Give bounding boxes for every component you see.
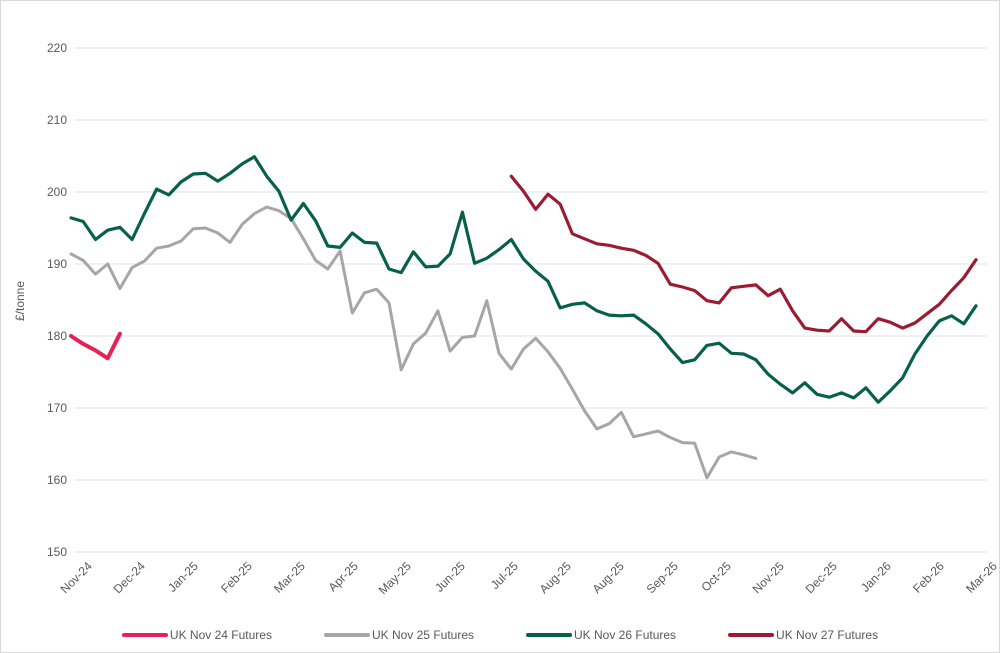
y-tick-label: 210 xyxy=(46,113,67,127)
legend-item: UK Nov 24 Futures xyxy=(121,628,272,642)
legend-line-swatch xyxy=(323,633,370,637)
legend-item: UK Nov 26 Futures xyxy=(526,628,676,642)
series-line-uk-nov-27-futures xyxy=(509,174,978,334)
legend-label: UK Nov 24 Futures xyxy=(169,628,272,642)
legend-label: UK Nov 27 Futures xyxy=(776,628,879,642)
y-tick-label: 200 xyxy=(46,185,67,199)
chart-legend: UK Nov 24 Futures UK Nov 25 Futures UK Nov… xyxy=(1,623,999,647)
series-line-uk-nov-24-futures xyxy=(69,331,122,361)
y-tick-label: 220 xyxy=(46,41,67,55)
legend-label: UK Nov 26 Futures xyxy=(574,628,677,642)
legend-line-swatch xyxy=(526,633,572,637)
legend-item: UK Nov 25 Futures xyxy=(323,628,474,642)
series-line-uk-nov-25-futures xyxy=(69,205,758,480)
legend-label: UK Nov 25 Futures xyxy=(371,628,474,642)
y-tick-label: 150 xyxy=(46,545,67,559)
y-tick-label: 170 xyxy=(46,401,67,415)
legend-line-swatch xyxy=(728,633,775,637)
y-tick-label: 160 xyxy=(46,473,67,487)
series-line-uk-nov-26-futures xyxy=(69,155,978,404)
y-axis-title-text: £/tonne xyxy=(13,280,27,322)
legend-line-swatch xyxy=(121,633,168,637)
y-tick-label: 180 xyxy=(46,329,67,343)
y-tick-label: 190 xyxy=(46,257,67,271)
legend-item: UK Nov 27 Futures xyxy=(728,628,878,642)
